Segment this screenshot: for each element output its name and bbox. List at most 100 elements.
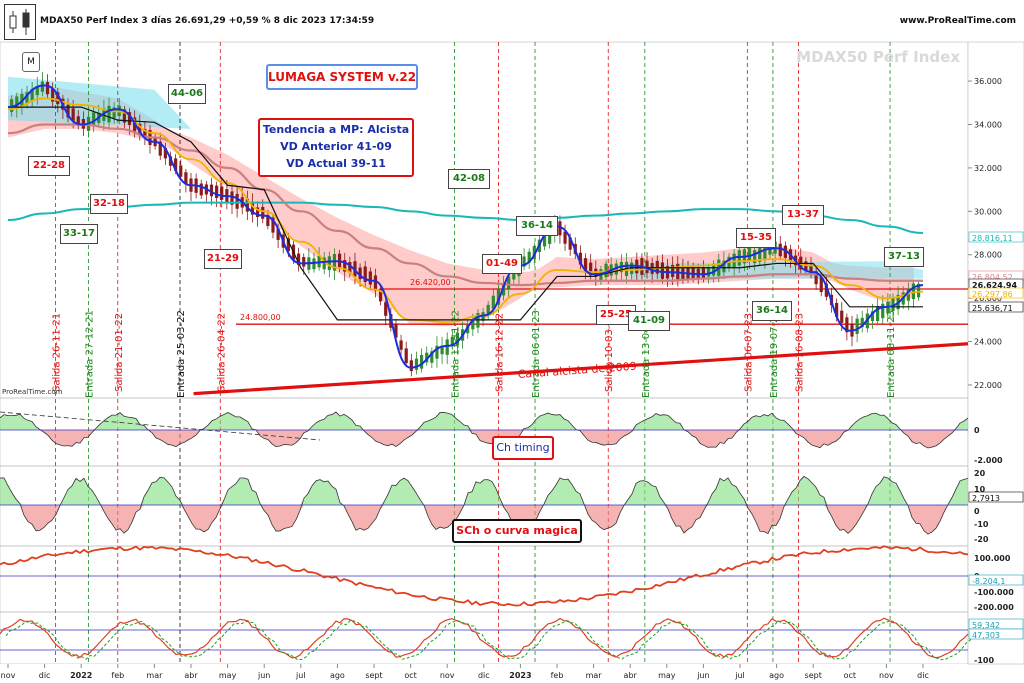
candle-body — [414, 358, 419, 370]
candle-body — [532, 246, 536, 260]
candle-body — [425, 352, 429, 363]
signal-label: Entrada 19-07-23 — [769, 310, 780, 398]
x-tick-label: abr — [184, 671, 198, 680]
candle-body — [348, 262, 352, 273]
curve-value: -8.204,1 — [972, 577, 1005, 586]
candle-body — [440, 345, 444, 355]
price-label: 26.297,86 — [972, 290, 1013, 299]
price-label: 26.804,52 — [972, 273, 1013, 282]
candle-body — [681, 268, 685, 280]
brand-link[interactable]: www.ProRealTime.com — [899, 16, 1016, 26]
curve-line — [0, 545, 969, 607]
x-tick-label: 2022 — [70, 671, 92, 680]
candle-body — [835, 302, 839, 317]
x-tick-label: jun — [257, 671, 270, 680]
signal-label: Entrada 27-12-21 — [85, 310, 96, 398]
y-tick-label: 30.000 — [974, 207, 1002, 216]
vd-box: 22-28 — [28, 156, 70, 176]
candle-body — [876, 306, 880, 322]
y-tick-label: 34.000 — [974, 120, 1002, 129]
sch-box: SCh o curva magica — [452, 519, 582, 543]
timing-pos — [0, 412, 968, 430]
sch-tick: 10 — [974, 485, 986, 494]
sch-value: 2,7913 — [972, 494, 1000, 503]
vd-box: 42-08 — [448, 169, 490, 189]
vd-box: 36-14 — [752, 301, 792, 321]
sch-neg — [0, 505, 968, 535]
trend-line-2: VD Anterior 41-09 — [280, 140, 392, 153]
sch-tick: -20 — [974, 535, 989, 544]
candle-body — [373, 275, 378, 291]
signal-label: Entrada 25-03-22 — [176, 310, 187, 398]
candle-body — [824, 283, 828, 297]
candle-body — [522, 256, 526, 267]
series-yellow — [7, 97, 924, 323]
candle-body — [455, 332, 460, 346]
candle-body — [435, 345, 439, 359]
x-tick-label: 2023 — [509, 671, 531, 680]
chart-header: MDAX50 Perf Index 3 días 26.691,29 +0,59… — [0, 0, 1024, 42]
candle-body — [763, 246, 767, 260]
vd-box: 13-37 — [782, 205, 824, 225]
x-tick-label: dic — [478, 671, 490, 680]
candle-body — [445, 339, 449, 355]
candle-body — [384, 302, 388, 316]
source-label: ProRealTime.com — [2, 388, 63, 396]
y-tick-label: 36.000 — [974, 77, 1002, 86]
candle-body — [256, 207, 260, 218]
candle-body — [430, 351, 434, 363]
candle-body — [271, 217, 275, 233]
y-tick-label: 22.000 — [974, 381, 1002, 390]
sch-line — [0, 475, 969, 535]
candle-body — [368, 271, 372, 285]
candle-body — [804, 261, 808, 272]
timing-tick: 0 — [974, 426, 980, 435]
vd-box: 44-06 — [168, 84, 206, 104]
candle-body — [491, 295, 495, 309]
candle-body — [399, 340, 403, 350]
vd-box: 25-25 — [596, 305, 636, 325]
candle-body — [184, 172, 188, 185]
sch-tick: 20 — [974, 469, 986, 478]
candle-body — [35, 86, 39, 96]
candle-body — [732, 253, 736, 268]
candle-body — [753, 250, 757, 264]
candle-body — [158, 141, 162, 156]
sch-tick: 0 — [974, 507, 980, 516]
vd-box: 33-17 — [60, 224, 98, 244]
vd-box: 36-14 — [516, 216, 558, 236]
price-label: 28.816,11 — [972, 234, 1013, 243]
candle-body — [819, 277, 823, 293]
price-label: 26.624,94 — [972, 281, 1017, 290]
candle-body — [343, 260, 347, 272]
x-tick-label: ago — [330, 671, 345, 680]
x-tick-label: dic — [39, 671, 51, 680]
series-black — [8, 106, 923, 321]
candle-body — [589, 262, 593, 276]
candle-body — [722, 260, 726, 273]
x-tick-label: abr — [624, 671, 638, 680]
candle-body — [855, 318, 859, 334]
timing-neg — [0, 430, 968, 448]
level-24800-label: 24.800,00 — [240, 313, 281, 322]
candle-body — [56, 92, 60, 105]
candlestick-icon — [4, 4, 36, 40]
m-badge[interactable]: M — [22, 52, 40, 72]
candle-body — [583, 258, 588, 272]
candle-body — [542, 233, 547, 247]
candle-body — [558, 221, 562, 236]
channel-line — [193, 342, 969, 396]
x-tick-label: sept — [805, 671, 822, 680]
signal-label: Entrada 06-01-23 — [531, 310, 542, 398]
vd-box: 01-49 — [482, 254, 522, 274]
candle-body — [701, 268, 705, 278]
candle-body — [706, 267, 711, 277]
candle-body — [712, 263, 716, 276]
signal-label: Salida 10-03-23 — [604, 313, 615, 392]
osc-tick: -100 — [974, 656, 994, 665]
curve-tick: 100.000 — [974, 554, 1011, 563]
sch-tick: -10 — [974, 520, 989, 529]
candle-body — [250, 202, 255, 215]
vd-box: 37-13 — [884, 247, 924, 267]
